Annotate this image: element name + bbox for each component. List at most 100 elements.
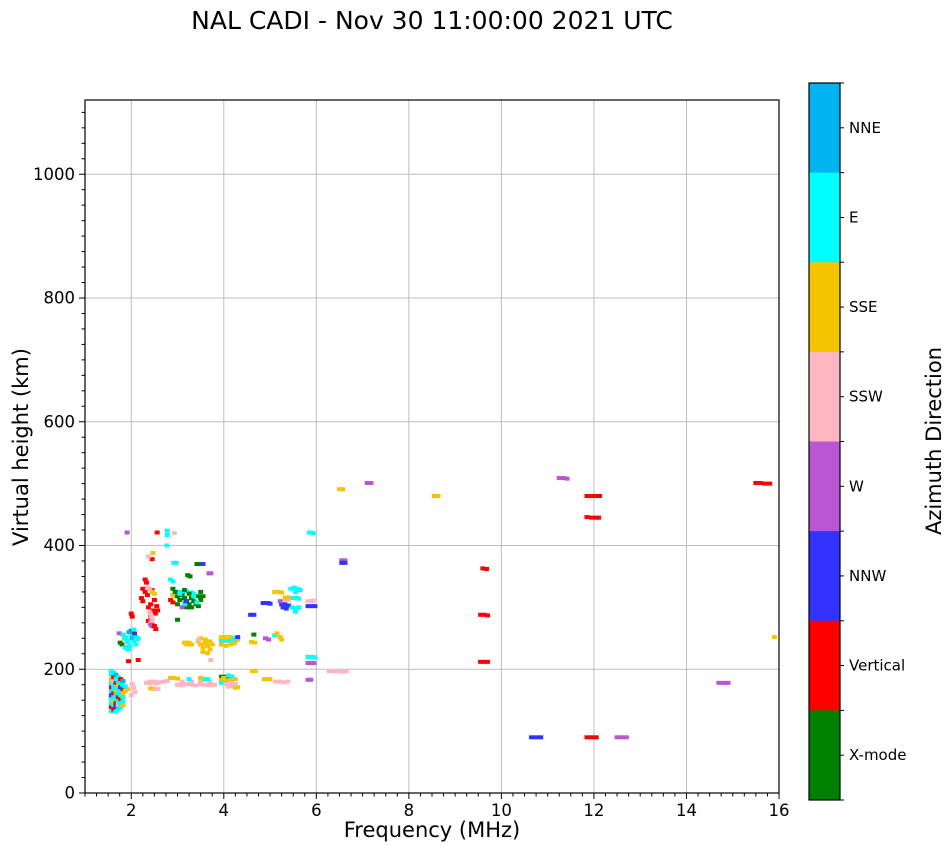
data-point <box>168 597 174 602</box>
data-point <box>757 481 763 486</box>
data-point <box>235 685 241 690</box>
data-point <box>223 638 229 643</box>
data-point <box>293 589 299 594</box>
data-point <box>202 641 208 646</box>
y-tick-label: 200 <box>44 660 76 679</box>
data-point <box>339 558 345 563</box>
data-point <box>312 655 318 660</box>
data-point <box>164 528 170 533</box>
colorbar-tick-label-W: W <box>849 477 864 495</box>
data-point <box>277 635 283 640</box>
data-point <box>286 603 292 608</box>
data-point <box>593 494 599 498</box>
data-point <box>584 515 590 520</box>
data-point <box>151 623 157 628</box>
data-point <box>274 631 280 636</box>
data-point <box>561 476 567 481</box>
data-point <box>235 637 241 642</box>
data-point <box>188 642 194 647</box>
data-point <box>291 585 297 590</box>
data-point <box>124 637 130 642</box>
data-point <box>125 640 131 645</box>
data-point <box>481 612 487 617</box>
data-point <box>431 494 437 498</box>
data-point <box>140 599 146 604</box>
data-point <box>187 574 193 579</box>
data-point <box>584 494 590 498</box>
data-point <box>131 639 137 644</box>
data-point <box>129 614 135 619</box>
colorbar-segment-SSE <box>809 262 840 353</box>
y-tick-label: 800 <box>44 289 76 308</box>
data-point <box>142 577 148 582</box>
data-point <box>485 613 491 618</box>
data-point <box>148 602 154 607</box>
data-point <box>175 594 181 599</box>
data-point <box>194 600 200 605</box>
data-point <box>596 515 602 520</box>
data-point <box>198 597 204 602</box>
data-point <box>297 588 303 593</box>
axis-ticks <box>79 111 780 799</box>
data-point <box>198 675 204 680</box>
data-point <box>205 643 211 648</box>
data-point <box>188 682 194 687</box>
data-point <box>179 679 185 684</box>
data-point <box>339 669 345 674</box>
data-point <box>202 682 208 687</box>
data-point <box>212 682 218 687</box>
data-point <box>150 608 156 613</box>
data-point <box>170 579 176 584</box>
colorbar-tick-label-E: E <box>849 208 858 226</box>
data-point <box>248 612 254 617</box>
colorbar: NNE E SSE SSW W NNW Vertical X-mode <box>808 82 906 801</box>
data-point <box>282 595 288 600</box>
data-point <box>286 597 292 602</box>
data-point <box>228 635 234 640</box>
data-point <box>198 589 204 594</box>
colorbar-segment-Vertical <box>809 620 840 711</box>
tick-labels: 2 4 6 8 10 12 14 16 0 200 400 600 800 1000 <box>33 165 790 820</box>
data-point <box>144 593 150 597</box>
data-point <box>311 598 317 603</box>
data-point <box>596 494 602 498</box>
data-point <box>223 678 229 683</box>
data-point <box>280 605 286 610</box>
data-point <box>309 654 315 659</box>
data-point <box>142 589 148 594</box>
data-point <box>168 675 174 680</box>
data-point <box>619 735 625 740</box>
data-point <box>305 599 311 604</box>
data-point <box>223 635 229 640</box>
data-point <box>725 680 731 685</box>
data-point <box>181 588 187 593</box>
data-point <box>762 481 768 486</box>
data-point <box>262 636 268 641</box>
data-point <box>312 604 318 609</box>
data-point <box>188 679 194 684</box>
data-point <box>207 647 213 652</box>
data-point <box>144 680 150 685</box>
data-point <box>481 659 487 664</box>
data-point <box>267 601 273 606</box>
colorbar-segment-NNE <box>809 83 840 174</box>
data-point <box>181 596 187 601</box>
data-point <box>120 679 126 684</box>
data-point <box>129 636 135 641</box>
x-tick-label: 4 <box>219 801 230 820</box>
data-point <box>281 680 287 685</box>
data-point <box>164 679 170 684</box>
data-point <box>339 560 345 565</box>
colorbar-segment-W <box>809 441 840 532</box>
data-point <box>120 632 126 637</box>
data-points <box>108 476 777 740</box>
y-tick-label: 0 <box>65 784 76 803</box>
x-tick-label: 8 <box>404 801 415 820</box>
data-point <box>120 699 126 704</box>
data-point <box>225 673 231 678</box>
data-point <box>140 586 146 591</box>
data-point <box>191 599 197 604</box>
data-point <box>305 604 311 609</box>
data-point <box>207 639 213 644</box>
